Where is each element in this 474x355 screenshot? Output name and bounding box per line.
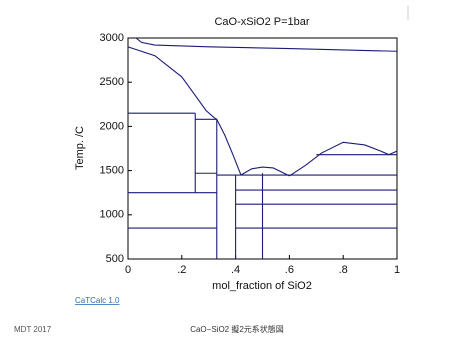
phase-boundary: [127, 46, 215, 118]
x-tick-label: .8: [339, 264, 348, 276]
y-tick-label: 1500: [100, 165, 124, 177]
x-tick-label: 1: [394, 264, 400, 276]
x-axis-label: mol_fraction of SiO2: [212, 280, 312, 292]
software-link[interactable]: CaTCalc 1.0: [75, 296, 120, 305]
phase-boundary: [289, 141, 398, 177]
x-tick-label: .2: [177, 264, 186, 276]
chart-title: CaO-xSiO2 P=1bar: [214, 16, 309, 28]
x-tick-label: .4: [231, 264, 240, 276]
y-tick-label: 1000: [100, 209, 124, 221]
phase-boundary: [213, 117, 242, 176]
x-tick-label: 0: [125, 264, 131, 276]
y-axis-label: Temp. /C: [74, 126, 86, 170]
footer-left: MDT 2017: [14, 325, 52, 334]
phase-boundary: [135, 37, 398, 52]
y-tick-label: 3000: [100, 32, 124, 44]
x-tick-label: .6: [285, 264, 294, 276]
phase-boundary: [240, 166, 290, 177]
y-tick-label: 2000: [100, 120, 124, 132]
y-tick-label: 2500: [100, 76, 124, 88]
y-tick-label: 500: [106, 253, 124, 265]
footer-center: CaO−SiO2 擬2元系状態図: [190, 324, 284, 334]
